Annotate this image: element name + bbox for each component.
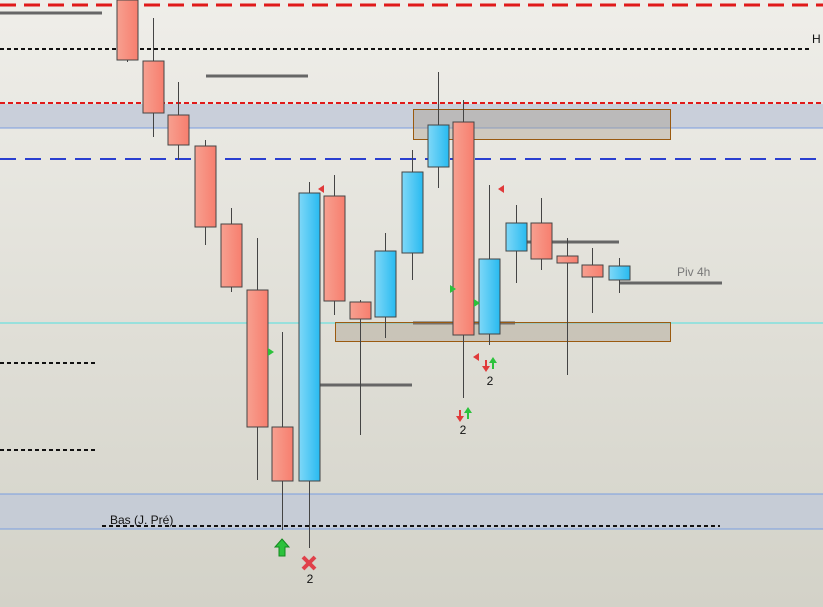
exit-signal (301, 555, 317, 571)
candles (116, 0, 631, 548)
candle-body (530, 222, 553, 260)
candle-body (246, 289, 269, 428)
signal-count: 2 (460, 423, 467, 437)
triangles (268, 185, 504, 361)
level-label: Bas (J. Pré) (110, 513, 173, 527)
candle-body (478, 258, 501, 335)
signal-arrows (456, 357, 497, 422)
candle-body (220, 223, 243, 288)
candle-body (271, 426, 294, 482)
candle-body (374, 250, 397, 318)
buy-signal (273, 538, 291, 557)
candle-body (556, 255, 579, 264)
zone-band (0, 104, 823, 128)
candle-body (167, 114, 190, 146)
candle-body (427, 124, 450, 168)
candle-body (581, 264, 604, 278)
candle-body (401, 171, 424, 254)
candle-body (349, 301, 372, 320)
signal-count: 2 (487, 374, 494, 388)
zone-box (413, 109, 671, 140)
candle-body (116, 0, 139, 61)
level-label: Piv 4h (677, 265, 710, 279)
level-label: H (812, 32, 821, 46)
candle-body (298, 192, 321, 482)
candle-body (452, 121, 475, 336)
candle-body (608, 265, 631, 281)
candle-body (505, 222, 528, 252)
candle-body (142, 60, 165, 114)
candle-body (323, 195, 346, 302)
zone-box (335, 322, 671, 342)
zone-band (0, 494, 823, 529)
signal-count: 2 (307, 572, 314, 586)
candle-body (194, 145, 217, 228)
